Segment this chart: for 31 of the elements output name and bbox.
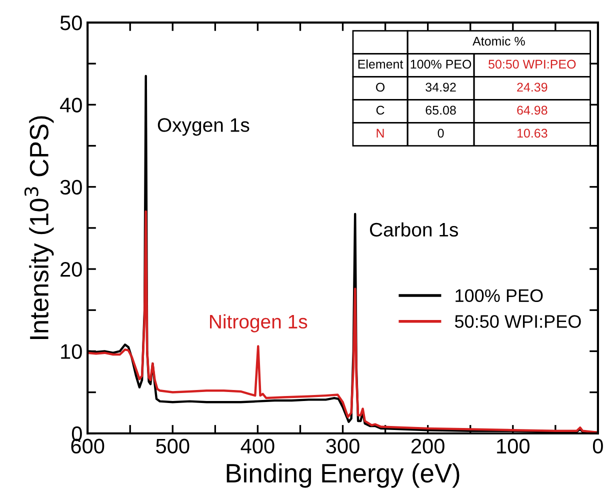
y-axis-title: Intensity (10$^{3}$ CPS) [24,116,54,339]
legend-label: 100% PEO [456,289,543,302]
x-tick-label: 0 [592,438,603,454]
annotation: 24.39 [517,82,548,92]
annotation: 10.63 [517,128,548,138]
x-tick-label: 400 [240,438,274,454]
y-tick-label: 20 [60,262,82,277]
y-tick-label: 30 [60,180,82,195]
annotation: 65.08 [426,106,456,115]
y-tick-label: 40 [60,98,82,112]
annotation: Element [358,59,404,69]
x-tick-label: 300 [326,438,360,454]
annotation: Oxygen 1s [158,118,250,136]
x-axis-title: Binding Energy (eV) [226,463,460,488]
annotation: Carbon 1s [370,222,458,237]
x-tick-label: 500 [156,438,190,454]
annotation: Atomic % [472,36,525,46]
annotation: Nitrogen 1s [210,314,308,332]
y-tick-label: 10 [61,344,82,359]
y-tick-label: 50 [60,16,82,30]
annotation: O [376,82,385,92]
x-tick-label: 200 [412,438,444,454]
annotation: 100% PEO [410,60,472,69]
annotation: C [376,106,384,115]
annotation: 34.92 [426,82,456,92]
x-tick-label: 100 [497,438,530,454]
annotation: 0 [438,128,444,138]
annotation: N [376,128,384,138]
legend-label: 50:50 WPI:PEO [454,315,581,328]
annotation: 50:50 WPI:PEO [488,60,576,69]
annotation: 64.98 [517,106,548,115]
